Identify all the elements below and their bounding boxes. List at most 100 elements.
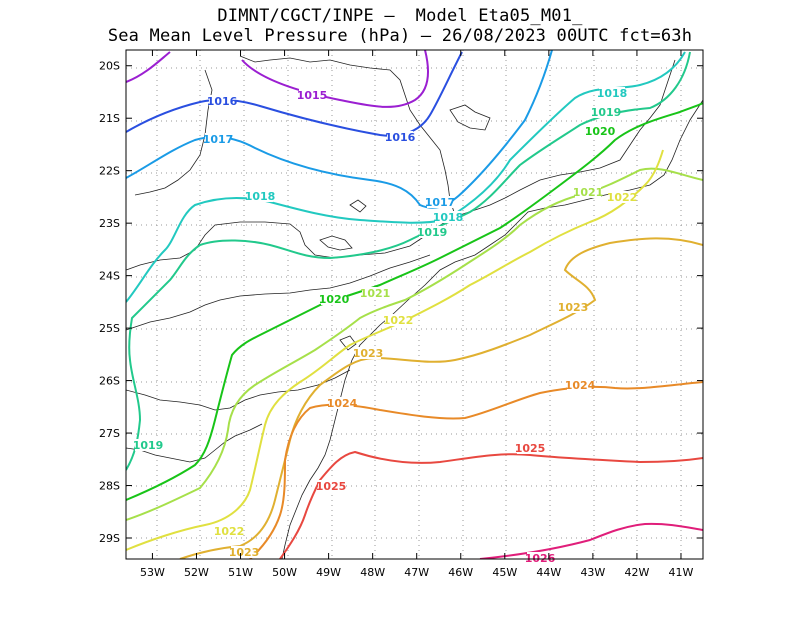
contour-label-1016: 1016 xyxy=(385,131,416,144)
contour-label-bg xyxy=(587,125,613,137)
contour-label-bg xyxy=(609,191,635,203)
contour-label-1021: 1021 xyxy=(360,287,391,300)
lat-axis: 20S 21S 22S 23S 24S 25S 26S 27S 28S 29S xyxy=(99,60,703,545)
contour-label-1017: 1017 xyxy=(425,196,456,209)
lat-label: 26S xyxy=(99,375,120,388)
contour-label-1022: 1022 xyxy=(383,314,414,327)
lon-label: 41W xyxy=(669,566,694,579)
contour-label-bg xyxy=(318,480,344,492)
isobars xyxy=(126,50,703,559)
plot-frame xyxy=(125,49,704,560)
contour-label-bg xyxy=(135,439,161,451)
contour-label-bg xyxy=(205,133,231,145)
contour-label-bg xyxy=(321,293,347,305)
isobar-line-1025 xyxy=(279,450,703,559)
lon-label: 42W xyxy=(624,566,649,579)
contour-label-1018: 1018 xyxy=(245,190,276,203)
contour-label-bg xyxy=(362,287,388,299)
contour-label-bg xyxy=(575,186,601,198)
lat-label: 24S xyxy=(99,270,120,283)
contour-label-bg xyxy=(299,89,325,101)
country-border xyxy=(126,423,263,463)
lon-label: 53W xyxy=(140,566,165,579)
lake-3 xyxy=(349,199,367,213)
contour-label-1019: 1019 xyxy=(133,439,164,452)
isobar-line-1022 xyxy=(126,149,664,551)
contour-label-bg xyxy=(247,190,273,202)
lat-label: 21S xyxy=(99,112,120,125)
lat-lon-grid xyxy=(126,50,703,559)
isobar-line-1026 xyxy=(479,522,703,559)
isobar-line-1021 xyxy=(126,167,703,521)
contour-label-1025: 1025 xyxy=(515,442,546,455)
contour-label-1022: 1022 xyxy=(607,191,638,204)
contour-label-bg xyxy=(329,397,355,409)
contour-label-bg xyxy=(355,347,381,359)
contour-label-bg xyxy=(387,131,413,143)
lat-label: 28S xyxy=(99,480,120,493)
isobar-line-1024 xyxy=(249,381,703,559)
contour-label-1015: 1015 xyxy=(297,89,328,102)
chart-title-line2: Sea Mean Level Pressure (hPa) – 26/08/20… xyxy=(107,26,693,46)
contour-label-bg xyxy=(435,211,461,223)
contour-labels: 1015 1016 1016 1017 1017 1018 1018 1018 1019 1019… xyxy=(133,87,638,565)
lat-label: 27S xyxy=(99,427,120,440)
lake-2 xyxy=(319,235,353,251)
contour-label-bg xyxy=(231,546,257,558)
isobar-line-1023 xyxy=(179,237,703,559)
lon-label: 43W xyxy=(580,566,605,579)
contour-label-bg xyxy=(216,525,242,537)
isobar-line-1015 xyxy=(126,50,429,108)
state-border-5 xyxy=(239,55,456,216)
contour-label-1021: 1021 xyxy=(573,186,604,199)
lon-label: 46W xyxy=(448,566,473,579)
contour-label-1023: 1023 xyxy=(558,301,589,314)
state-border-6 xyxy=(504,59,676,199)
contour-label-1023: 1023 xyxy=(353,347,384,360)
contour-label-bg xyxy=(209,95,235,107)
contour-label-1025: 1025 xyxy=(316,480,347,493)
lon-label: 47W xyxy=(404,566,429,579)
contour-label-1022: 1022 xyxy=(214,525,245,538)
lon-label: 50W xyxy=(272,566,297,579)
lon-label: 45W xyxy=(492,566,517,579)
contour-label-1019: 1019 xyxy=(591,106,622,119)
state-border-2 xyxy=(126,254,431,331)
contour-label-1016: 1016 xyxy=(207,95,238,108)
lat-label: 22S xyxy=(99,165,120,178)
lon-label: 44W xyxy=(536,566,561,579)
lat-label: 20S xyxy=(99,60,120,73)
lon-axis: 53W 52W 51W 50W 49W 48W 47W 46W 45W 44W 43W 42W 41W xyxy=(140,50,694,579)
contour-label-bg xyxy=(427,196,453,208)
contour-label-bg xyxy=(567,379,593,391)
contour-label-bg xyxy=(419,226,445,238)
coastline xyxy=(281,99,703,559)
contour-label-bg xyxy=(517,442,543,454)
contour-label-bg xyxy=(385,314,411,326)
lake-1 xyxy=(449,104,491,131)
contour-label-1017: 1017 xyxy=(203,133,234,146)
state-border-4 xyxy=(134,69,213,196)
contour-label-1024: 1024 xyxy=(327,397,358,410)
contour-label-bg xyxy=(560,301,586,313)
lon-label: 48W xyxy=(360,566,385,579)
lon-label: 49W xyxy=(316,566,341,579)
lat-label: 23S xyxy=(99,217,120,230)
lon-label: 52W xyxy=(184,566,209,579)
chart-title-line1: DIMNT/CGCT/INPE – Model Eta05_M01_ xyxy=(217,6,583,26)
contour-label-1024: 1024 xyxy=(565,379,596,392)
contour-label-1020: 1020 xyxy=(319,293,350,306)
isobar-line-1019 xyxy=(126,51,691,471)
contour-label-1019: 1019 xyxy=(417,226,448,239)
contour-label-1020: 1020 xyxy=(585,125,616,138)
island-1 xyxy=(339,335,357,351)
contour-label-bg xyxy=(593,106,619,118)
contour-label-1018: 1018 xyxy=(433,211,464,224)
isobar-line-1018 xyxy=(126,51,686,303)
contour-label-1018: 1018 xyxy=(597,87,628,100)
lat-label: 25S xyxy=(99,322,120,335)
isobar-line-1017 xyxy=(126,50,553,209)
lon-label: 51W xyxy=(228,566,253,579)
isobar-line-1020 xyxy=(126,102,703,501)
